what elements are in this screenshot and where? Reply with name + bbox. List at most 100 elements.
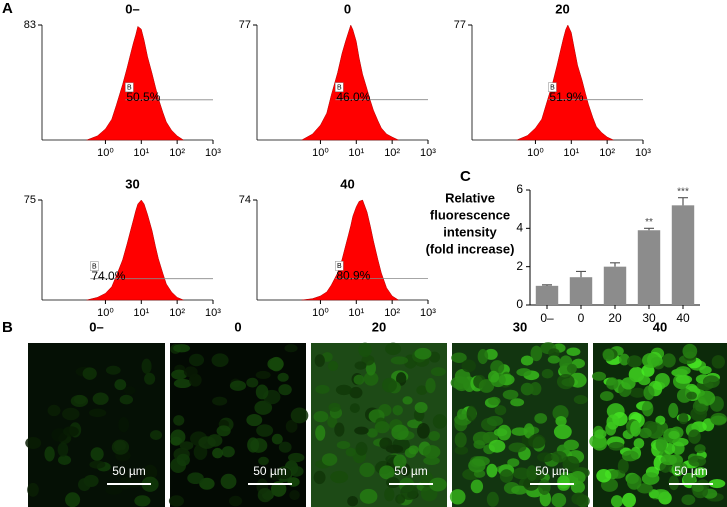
cell [528,434,546,449]
cell [553,424,572,440]
x-tick-label: 10³ [420,307,436,319]
cell [270,481,287,497]
scale-bar-label: 50 µm [112,464,146,478]
cell [285,419,298,433]
cell [105,485,123,495]
cell [25,437,42,449]
cell [488,439,506,453]
micrograph [449,342,590,507]
scale-bar-label: 50 µm [394,464,428,478]
cell [321,453,338,466]
cell [78,478,91,492]
cell [551,450,567,463]
cell [255,384,269,400]
cell [692,483,704,492]
cell [551,493,567,507]
cell [562,456,580,472]
cell [173,415,185,426]
y-axis-label: (fold increase) [426,241,515,256]
cell [652,489,670,500]
gate-label-box [90,261,99,271]
x-tick-label: 0– [540,311,554,325]
histogram-area [301,199,400,301]
cell [314,354,325,367]
cell [688,429,701,444]
cell [63,426,79,437]
chart-title: 40 [340,176,354,191]
x-tick-label: 10¹ [133,147,149,159]
gate-percent: 74.0% [91,269,125,283]
cell [211,353,229,368]
cell [566,363,578,374]
cell [384,487,395,502]
cell [345,447,356,457]
cell [555,415,567,427]
cell [673,462,688,474]
cell [512,467,530,480]
cell [170,429,186,445]
gate-label: B [92,264,97,271]
cell [423,456,440,466]
cell [557,475,570,489]
x-tick-label: 30 [642,311,656,325]
x-tick-label: 10³ [635,147,651,159]
cell [619,353,630,366]
cell [641,401,654,417]
cell [57,442,69,457]
cell [606,414,620,430]
cell [315,384,330,394]
cell [541,368,554,379]
cell [118,417,130,433]
histogram-area [86,25,185,141]
y-axis-label: Relative [445,190,495,205]
x-tick-label: 10¹ [348,307,364,319]
cell [70,394,89,408]
cell [466,405,477,422]
cell [229,380,247,391]
gate-label-box [125,82,134,93]
cell [220,473,237,490]
y-tick-label: 77 [454,19,466,31]
cell [451,352,467,363]
cell [675,366,691,376]
cell [199,477,215,490]
cell [359,462,375,478]
cell [449,489,466,505]
cell [408,445,419,455]
cell [453,376,470,392]
cell [678,412,689,425]
x-tick-label: 10² [599,147,615,159]
micrograph [168,343,309,507]
cell [246,377,259,388]
cell [530,345,543,362]
cell [621,377,636,390]
cell [430,367,446,377]
x-tick-label: 10³ [205,307,221,319]
cell [382,377,397,393]
cell [570,480,585,494]
cell [417,422,430,439]
cell [508,442,527,453]
cell [288,452,305,463]
cell [395,494,406,504]
gate-label: B [550,85,555,92]
cell [353,374,365,385]
cell [141,358,152,374]
cell [534,413,548,424]
cell [228,495,243,507]
cell [695,403,707,412]
error-bar [610,262,620,267]
cell [27,482,39,497]
image-title: 0– [89,319,103,334]
cell [594,429,607,439]
x-tick-label: 10⁰ [97,147,114,159]
cell [486,415,504,427]
scale-bar-label: 50 µm [535,464,569,478]
error-bar [644,227,654,231]
cell [391,424,409,441]
cell [468,458,486,473]
cell [610,495,623,507]
cell [626,473,642,490]
cell [552,405,569,421]
error-bar [678,197,688,206]
